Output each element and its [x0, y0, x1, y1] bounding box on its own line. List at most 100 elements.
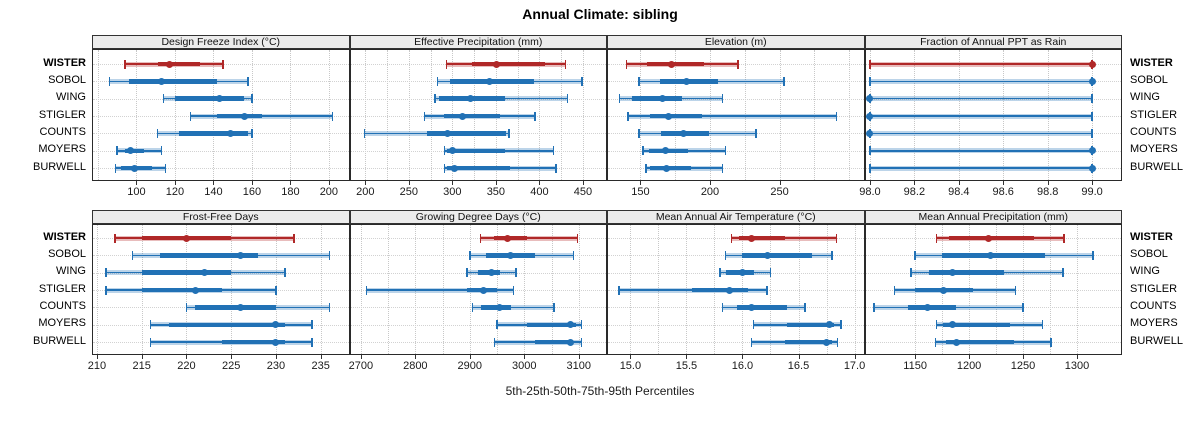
series-cap: [934, 337, 937, 347]
series-iqr-band: [647, 61, 705, 67]
series-label-left: SOBOL: [48, 247, 86, 260]
series-label-left: STIGLER: [38, 282, 86, 295]
x-tick-label: 215: [132, 360, 151, 372]
x-tick: [275, 355, 277, 359]
series-cap: [869, 59, 871, 69]
x-tick: [495, 181, 497, 185]
series-label-left: WING: [56, 91, 86, 104]
x-tick: [231, 355, 233, 359]
x-tick: [1076, 355, 1078, 359]
panel-plot: [92, 224, 350, 355]
series-label-right: STIGLER: [1130, 282, 1178, 295]
panel-strip: Design Freeze Index (°C): [92, 35, 350, 49]
series-iqr-band: [128, 79, 218, 84]
row-guide: [608, 98, 864, 100]
x-tick: [854, 355, 856, 359]
series-median-dot: [448, 147, 456, 155]
row-guide: [608, 342, 864, 344]
gridline: [387, 50, 389, 180]
series-iqr-band: [527, 322, 577, 327]
series-cap: [1092, 250, 1094, 260]
series-cap: [755, 128, 757, 138]
series-cap: [108, 76, 111, 86]
row-guide: [350, 238, 606, 239]
series-cap: [618, 285, 620, 295]
panel-strip: Mean Annual Precipitation (mm): [864, 210, 1122, 224]
series-median-dot: [949, 321, 957, 329]
gridline: [96, 225, 98, 354]
panel-plot: [864, 224, 1122, 355]
series-iqr-band: [943, 322, 1011, 327]
series-median-dot: [985, 234, 992, 242]
gridline: [914, 50, 916, 180]
series-cap: [251, 94, 253, 104]
series-cap: [508, 128, 510, 138]
series-cap: [721, 163, 724, 173]
series-cap: [284, 268, 286, 278]
series-iqr-band: [141, 270, 232, 275]
series-iqr-band: [141, 287, 223, 293]
series-cap: [251, 128, 253, 138]
panel-strip: Frost-Free Days: [92, 210, 350, 224]
gridline: [174, 50, 176, 180]
x-tick-label: 99.0: [1081, 186, 1103, 198]
series-label-right: BURWELL: [1130, 160, 1183, 173]
x-tick: [915, 355, 917, 359]
x-tick-label: 15.5: [675, 360, 698, 372]
x-tick-label: 98.4: [948, 186, 970, 198]
x-tick: [290, 181, 292, 185]
series-label-right: WING: [1130, 91, 1160, 104]
x-tick-label: 225: [222, 360, 241, 372]
gridline: [640, 50, 642, 180]
gridline: [814, 50, 816, 180]
series-cap: [247, 76, 249, 86]
series-median-dot: [165, 60, 173, 68]
gridline: [136, 50, 138, 180]
series-median-dot: [949, 269, 957, 277]
series-iqr-band: [217, 113, 262, 119]
x-tick: [869, 181, 871, 185]
series-cap: [479, 233, 482, 243]
series-label-right: MOYERS: [1130, 143, 1178, 156]
x-tick-label: 180: [281, 186, 300, 198]
series-cap: [293, 233, 295, 243]
series-cap: [752, 320, 755, 330]
series-median-dot: [738, 269, 746, 277]
series-median-dot: [661, 147, 669, 155]
gridline: [213, 50, 215, 180]
x-tick: [360, 355, 362, 359]
series-cap: [149, 337, 152, 347]
gridline: [1047, 50, 1049, 180]
x-tick-label: 350: [486, 186, 506, 198]
panel-plot: [607, 224, 865, 355]
gridline: [578, 225, 580, 354]
series-median-dot: [1088, 77, 1096, 85]
series-cap: [724, 146, 727, 156]
series-cap: [423, 111, 426, 121]
x-tick: [578, 355, 580, 359]
panel-plot: [349, 224, 607, 355]
series-cap: [311, 320, 313, 330]
series-median-dot: [493, 60, 501, 68]
x-tick: [1047, 181, 1049, 185]
series-cap: [1091, 128, 1093, 138]
gridline: [365, 50, 367, 180]
x-tick-label: 1300: [1064, 360, 1090, 372]
series-iqr-band: [195, 305, 276, 310]
series-median-dot: [443, 129, 451, 137]
series-label-right: BURWELL: [1130, 334, 1183, 347]
series-label-right: STIGLER: [1130, 108, 1178, 121]
series-label-left: WISTER: [43, 56, 86, 69]
panel-plot: [864, 49, 1122, 181]
series-median-dot: [866, 95, 874, 103]
series-median-dot: [459, 112, 467, 120]
series-median-dot: [1088, 147, 1096, 155]
series-cap: [469, 250, 471, 260]
series-label-right: COUNTS: [1130, 125, 1177, 138]
x-tick-label: 2800: [403, 360, 428, 372]
series-cap: [443, 146, 446, 156]
series-label-left: SOBOL: [48, 73, 86, 86]
series-cap: [724, 250, 727, 260]
series-iqr-band: [785, 339, 833, 345]
